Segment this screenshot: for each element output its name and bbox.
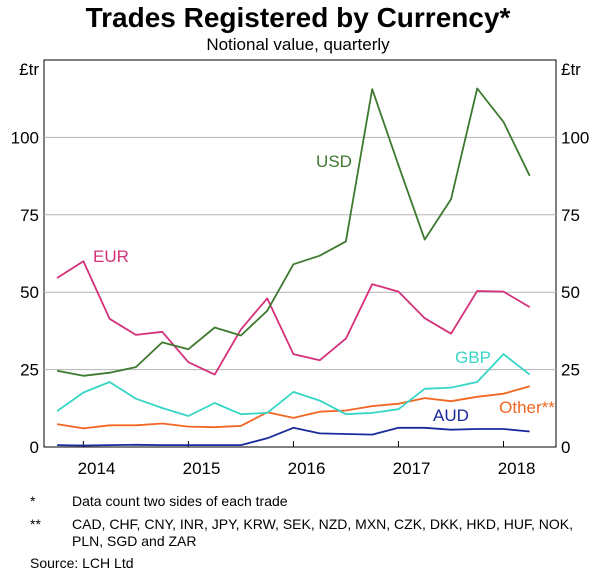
footnote-2-mark: ** [30, 516, 41, 532]
gridlines [44, 136, 556, 371]
footnote-2-text: CAD, CHF, CNY, INR, JPY, KRW, SEK, NZD, … [72, 516, 573, 549]
x-tick-2017: 2017 [393, 459, 431, 478]
y-axis-unit-right: £tr [561, 60, 581, 79]
x-tick-2015: 2015 [183, 459, 221, 478]
series-line-aud [57, 426, 530, 447]
y-tick-left-0: 0 [30, 438, 39, 457]
chart-subtitle: Notional value, quarterly [206, 35, 390, 54]
footnote-2: ** CAD, CHF, CNY, INR, JPY, KRW, SEK, NZ… [30, 516, 590, 550]
series-label-other: Other** [499, 398, 555, 417]
y-tick-right-25: 25 [561, 361, 580, 380]
footnote-1-mark: * [30, 493, 36, 509]
y-tick-right-0: 0 [561, 438, 570, 457]
y-tick-left-50: 50 [20, 283, 39, 302]
y-tick-left-25: 25 [20, 361, 39, 380]
series-line-eur [56, 260, 531, 376]
chart: Trades Registered by Currency* Notional … [11, 2, 590, 478]
footnote-1: * Data count two sides of each trade [30, 493, 590, 510]
series-label-aud: AUD [433, 406, 469, 425]
y-axis-unit-left: £tr [19, 60, 39, 79]
chart-title: Trades Registered by Currency* [86, 2, 511, 33]
series-line-other [56, 385, 530, 430]
x-tick-2014: 2014 [78, 459, 116, 478]
series-lines [56, 87, 531, 447]
y-tick-left-100: 100 [11, 128, 39, 147]
labels: 0 0 25 25 50 50 75 75 100 100 £tr £tr 2014 2015 2016 20… [11, 60, 590, 478]
series-label-gbp: GBP [455, 348, 491, 367]
y-tick-left-75: 75 [20, 206, 39, 225]
series-label-usd: USD [316, 152, 352, 171]
plot-frame [43, 59, 557, 448]
x-axis-ticks [82, 441, 504, 447]
footnote-1-text: Data count two sides of each trade [72, 493, 288, 509]
x-tick-2016: 2016 [288, 459, 326, 478]
y-tick-right-75: 75 [561, 206, 580, 225]
x-tick-2018: 2018 [498, 459, 536, 478]
series-label-eur: EUR [93, 247, 129, 266]
source-note: Source: LCH Ltd [30, 555, 134, 571]
series-line-gbp [56, 353, 531, 417]
y-tick-right-50: 50 [561, 283, 580, 302]
y-tick-right-100: 100 [561, 128, 589, 147]
series-line-usd [56, 87, 531, 377]
